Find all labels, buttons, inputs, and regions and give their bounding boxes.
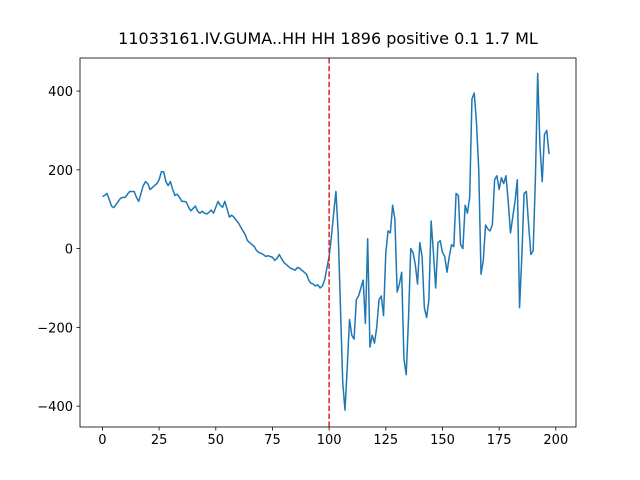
- chart-title: 11033161.IV.GUMA..HH HH 1896 positive 0.…: [118, 29, 538, 48]
- y-tick-label: 0: [65, 243, 73, 258]
- y-tick-label: 400: [48, 85, 73, 100]
- x-tick-label: 75: [264, 433, 281, 448]
- x-tick-label: 150: [430, 433, 455, 448]
- x-tick-label: 25: [151, 433, 168, 448]
- y-tick-label: −200: [37, 321, 73, 336]
- x-tick-label: 175: [487, 433, 512, 448]
- data-line: [102, 72, 550, 411]
- x-tick-label: 125: [373, 433, 398, 448]
- x-tick-label: 0: [98, 433, 106, 448]
- plot-frame: [79, 57, 577, 428]
- y-tick-label: −400: [37, 400, 73, 415]
- x-tick-label: 100: [317, 433, 342, 448]
- y-tick-label: 200: [48, 164, 73, 179]
- x-tick-label: 50: [208, 433, 225, 448]
- x-tick-label: 200: [543, 433, 568, 448]
